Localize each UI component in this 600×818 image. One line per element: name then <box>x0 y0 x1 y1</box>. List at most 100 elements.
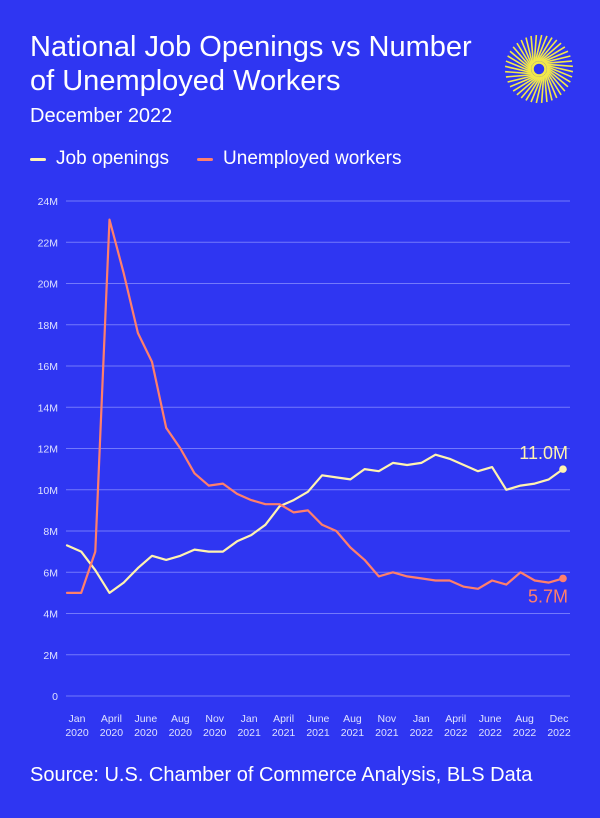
x-tick-label: Jan <box>413 713 430 725</box>
logo-ray <box>538 39 558 62</box>
sunburst-logo-icon <box>504 34 574 104</box>
chart-title: National Job Openings vs Number of Unemp… <box>30 31 472 97</box>
x-tick-label: 2020 <box>100 727 124 739</box>
source-note: Source: U.S. Chamber of Commerce Analysi… <box>30 764 533 786</box>
y-tick-label: 24M <box>38 196 58 208</box>
chart-legend: Job openings Unemployed workers <box>30 148 430 170</box>
x-tick-label: 2021 <box>375 727 399 739</box>
series-line-unemployed-workers <box>65 218 565 595</box>
x-tick-label: Aug <box>515 713 534 725</box>
x-tick-label: 2021 <box>237 727 261 739</box>
x-tick-label: 2022 <box>444 727 468 739</box>
logo-ray <box>505 73 534 78</box>
logo-ray <box>516 76 539 96</box>
x-tick-label: June <box>134 713 157 725</box>
x-tick-label: Aug <box>343 713 362 725</box>
x-tick-label: Jan <box>241 713 258 725</box>
logo-ray <box>539 42 562 62</box>
y-tick-label: 22M <box>38 237 58 249</box>
y-tick-label: 0 <box>52 691 58 703</box>
logo-ray <box>535 75 544 104</box>
logo-ray <box>533 35 538 63</box>
logo-ray <box>507 55 532 71</box>
logo-ray <box>545 71 562 96</box>
x-tick-label: 2020 <box>134 727 158 739</box>
logo-ray <box>530 76 543 103</box>
logo-ray <box>534 34 543 63</box>
logo-ray <box>544 60 573 65</box>
legend-label-job-openings: Job openings <box>56 148 170 169</box>
x-tick-label: 2021 <box>272 727 296 739</box>
legend-swatch-unemployed-workers <box>197 157 214 161</box>
x-tick-label: April <box>445 713 466 725</box>
logo-ray <box>512 75 537 92</box>
logo-ray <box>545 64 574 73</box>
x-tick-label: Nov <box>205 713 224 725</box>
logo-ray <box>530 35 535 64</box>
logo-ray <box>525 37 534 65</box>
y-tick-label: 8M <box>43 526 58 538</box>
legend-swatch-job-openings <box>30 157 46 161</box>
logo-ray <box>543 55 571 64</box>
logo-ray <box>505 70 533 75</box>
logo-ray <box>525 76 541 101</box>
y-tick-label: 20M <box>38 279 58 291</box>
logo-ray <box>546 69 566 92</box>
x-tick-label: 2021 <box>341 727 365 739</box>
logo-ray <box>540 75 545 103</box>
x-tick-label: June <box>307 713 330 725</box>
end-point-job-openings <box>559 465 567 473</box>
logo-ray <box>546 65 573 78</box>
y-tick-label: 4M <box>43 609 58 621</box>
x-tick-label: Dec <box>550 713 569 725</box>
logo-ray <box>541 46 566 63</box>
logo-ray <box>546 67 571 83</box>
x-tick-label: 2022 <box>478 727 502 739</box>
logo-center <box>531 61 547 77</box>
end-label-job-openings: 11.0M <box>519 443 568 463</box>
logo-ray <box>512 46 532 69</box>
logo-ray <box>544 73 553 101</box>
series-line-job-openings <box>65 453 565 595</box>
x-tick-label: Jan <box>69 713 86 725</box>
end-point-unemployed-workers <box>559 574 567 583</box>
x-tick-label: April <box>273 713 294 725</box>
legend-label-unemployed-workers: Unemployed workers <box>223 148 402 169</box>
y-tick-label: 18M <box>38 320 58 332</box>
logo-ray <box>509 75 536 88</box>
logo-ray <box>545 63 573 68</box>
logo-ray <box>520 39 533 66</box>
legend-item-job-openings: Job openings <box>30 148 169 170</box>
logo-ray <box>520 76 540 99</box>
chart-subtitle: December 2022 <box>30 105 173 127</box>
logo-ray <box>505 60 532 73</box>
x-tick-label: Nov <box>378 713 397 725</box>
x-tick-label: Aug <box>171 713 190 725</box>
y-tick-label: 16M <box>38 361 58 373</box>
logo-ray <box>542 50 569 63</box>
logo-ray <box>546 68 569 88</box>
logo-ray <box>504 65 533 74</box>
x-tick-label: 2020 <box>65 727 89 739</box>
y-tick-label: 2M <box>43 650 58 662</box>
legend-item-unemployed-workers: Unemployed workers <box>197 148 402 170</box>
y-tick-label: 12M <box>38 444 58 456</box>
logo-ray <box>509 50 532 70</box>
logo-ray <box>535 35 548 62</box>
y-tick-label: 14M <box>38 402 58 414</box>
x-tick-label: 2020 <box>169 727 193 739</box>
logo-ray <box>516 42 533 67</box>
end-label-unemployed-workers: 5.7M <box>528 586 568 606</box>
logo-ray <box>543 74 548 103</box>
x-tick-label: April <box>101 713 122 725</box>
x-tick-label: 2022 <box>410 727 434 739</box>
logo-ray <box>545 72 558 99</box>
y-tick-label: 10M <box>38 485 58 497</box>
x-tick-label: 2020 <box>203 727 227 739</box>
x-tick-label: 2022 <box>547 727 571 739</box>
x-tick-label: 2022 <box>513 727 537 739</box>
x-tick-label: June <box>479 713 502 725</box>
x-tick-label: 2021 <box>306 727 330 739</box>
logo-ray <box>537 37 553 62</box>
